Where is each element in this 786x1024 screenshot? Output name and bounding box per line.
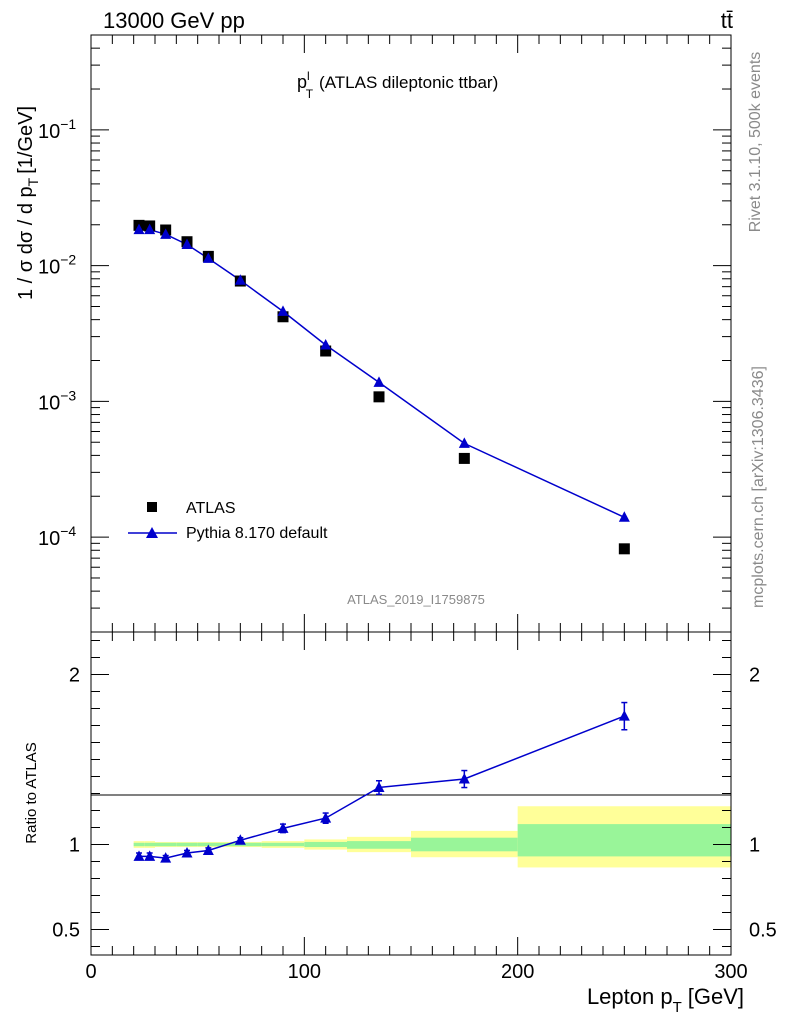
ratio-pythia-point xyxy=(133,850,145,861)
ratio-band-inner xyxy=(133,842,145,847)
ratio-band-inner xyxy=(304,841,347,848)
main-y-tick-label: 10−3 xyxy=(38,387,76,414)
ratio-pythia-point xyxy=(373,781,385,793)
pythia-point xyxy=(458,437,470,448)
ratio-pythia-point xyxy=(202,844,214,855)
ratio-band-inner xyxy=(517,824,731,857)
atlas-point xyxy=(618,543,630,555)
ratio-data-marks xyxy=(133,701,630,863)
pythia-point xyxy=(133,223,145,235)
main-panel: pl T(ATLAS dileptonic ttbar) 1 / σ dσ / d… xyxy=(15,34,732,633)
legend-pythia-label: Pythia 8.170 default xyxy=(186,525,328,542)
ratio-band-inner xyxy=(155,842,177,847)
ratio-y-ticks: 0.5 0.5 1 1 2 2 xyxy=(52,640,777,947)
atlas-point xyxy=(320,345,332,357)
ratio-pythia-point xyxy=(234,834,246,845)
ratio-band-inner xyxy=(176,842,198,847)
atlas-point xyxy=(277,311,289,323)
ratio-band-inner xyxy=(144,842,155,847)
analysis-watermark: ATLAS_2019_I1759875 xyxy=(347,592,485,607)
pythia-point xyxy=(373,376,385,387)
ratio-y-tick-label-right: 0.5 xyxy=(749,920,777,942)
atlas-point xyxy=(458,452,470,464)
ratio-panel: Ratio to ATLAS 0.5 0.5 1 1 2 2 0 100 200 300 Lep… xyxy=(23,631,777,1016)
ratio-pythia-point xyxy=(144,850,156,861)
pythia-point xyxy=(320,339,332,350)
ratio-y-tick-label-left: 1 xyxy=(69,835,80,857)
ratio-y-tick-label-right: 2 xyxy=(749,665,760,687)
rivet-version-label: Rivet 3.1.10, 500k events xyxy=(747,52,764,233)
ratio-y-tick-label-right: 1 xyxy=(749,835,760,857)
pythia-line xyxy=(139,228,625,518)
x-axis-label: Lepton pT [GeV] xyxy=(587,984,744,1016)
main-y-tick-label: 10−2 xyxy=(38,252,76,279)
legend-atlas-label: ATLAS xyxy=(186,500,236,517)
ratio-y-tick-label-left: 0.5 xyxy=(52,920,80,942)
ratio-x-tick-label: 300 xyxy=(714,961,747,983)
ratio-uncertainty-bands xyxy=(133,806,731,868)
ratio-y-tick-label-left: 2 xyxy=(69,665,80,687)
pythia-point xyxy=(181,238,193,250)
main-y-ticks: 10−1 10−2 10−3 10−4 xyxy=(38,34,731,633)
main-plot-title: pl T(ATLAS dileptonic ttbar) xyxy=(297,69,498,101)
main-y-axis-label: 1 / σ dσ / d pT[1/GeV] xyxy=(15,106,41,300)
ratio-pythia-point xyxy=(160,852,172,863)
pythia-point xyxy=(202,252,214,263)
mcplots-reference-label: mcplots.cern.ch [arXiv:1306.3436] xyxy=(750,366,767,608)
pythia-point xyxy=(160,228,172,239)
main-y-tick-label: 10−1 xyxy=(38,116,76,143)
pythia-point xyxy=(618,511,630,522)
ratio-pythia-point xyxy=(320,812,332,823)
main-y-tick-label: 10−4 xyxy=(38,523,76,550)
header-energy-label: 13000 GeV pp xyxy=(103,8,245,33)
ratio-y-axis-label: Ratio to ATLAS xyxy=(23,742,40,843)
ratio-x-ticks: 0 100 200 300 xyxy=(85,632,748,983)
pythia-point xyxy=(277,305,289,316)
ratio-pythia-point xyxy=(181,847,193,858)
ratio-band-inner xyxy=(261,842,305,847)
ratio-pythia-point xyxy=(277,822,289,833)
legend-pythia-marker xyxy=(146,527,158,538)
header-process-label: tt̄ xyxy=(721,8,733,33)
main-x-ticks xyxy=(90,35,732,632)
legend: ATLAS Pythia 8.170 default xyxy=(128,500,328,542)
pythia-point xyxy=(234,274,246,285)
main-data-marks xyxy=(133,219,630,555)
atlas-point xyxy=(373,391,385,403)
legend-atlas-marker xyxy=(147,502,157,512)
ratio-panel-frame xyxy=(90,631,732,956)
ratio-band-inner xyxy=(347,841,411,849)
ratio-x-tick-label: 0 xyxy=(85,961,96,983)
ratio-band-inner xyxy=(411,837,518,852)
ratio-pythia-point xyxy=(618,710,630,721)
main-panel-frame xyxy=(90,34,732,633)
ratio-x-tick-label: 100 xyxy=(288,961,321,983)
pythia-point xyxy=(144,223,156,235)
ratio-x-tick-label: 200 xyxy=(501,961,534,983)
ratio-pythia-point xyxy=(458,773,470,784)
